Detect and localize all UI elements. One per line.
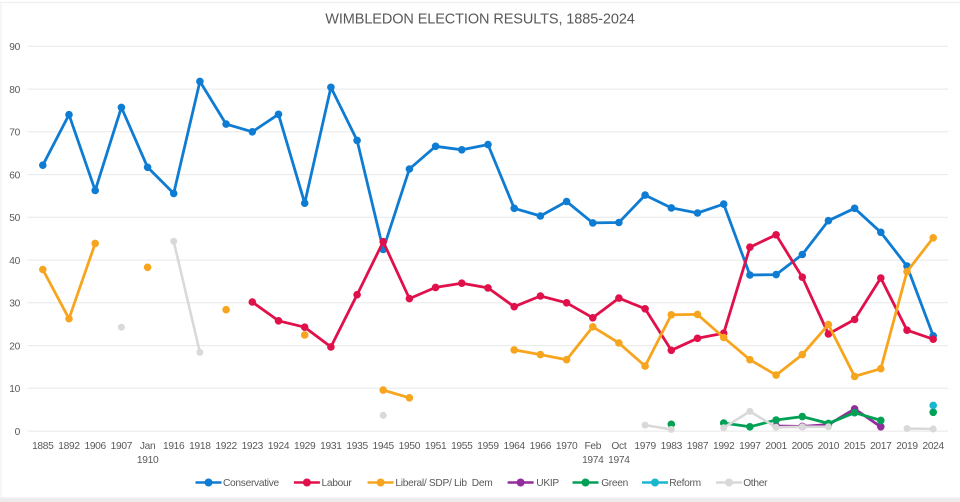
- svg-text:1910: 1910: [137, 455, 159, 466]
- svg-text:20: 20: [9, 341, 20, 352]
- svg-text:Feb: Feb: [584, 441, 601, 452]
- svg-text:Oct: Oct: [611, 441, 626, 452]
- svg-text:Conservative: Conservative: [223, 478, 279, 489]
- svg-text:2017: 2017: [870, 441, 892, 452]
- svg-text:1983: 1983: [661, 441, 683, 452]
- svg-text:1979: 1979: [634, 441, 656, 452]
- svg-text:1924: 1924: [268, 441, 290, 452]
- svg-text:1906: 1906: [84, 441, 106, 452]
- svg-text:1997: 1997: [739, 441, 761, 452]
- svg-text:0: 0: [15, 427, 21, 438]
- svg-text:1935: 1935: [346, 441, 368, 452]
- svg-text:2015: 2015: [844, 441, 866, 452]
- svg-text:1916: 1916: [163, 441, 185, 452]
- svg-text:1987: 1987: [687, 441, 709, 452]
- svg-text:1922: 1922: [215, 441, 237, 452]
- svg-text:2019: 2019: [896, 441, 918, 452]
- svg-text:1970: 1970: [556, 441, 578, 452]
- svg-text:1929: 1929: [294, 441, 316, 452]
- svg-text:Other: Other: [743, 478, 768, 489]
- svg-text:70: 70: [9, 128, 20, 139]
- svg-text:80: 80: [9, 85, 20, 96]
- svg-text:Reform: Reform: [669, 478, 701, 489]
- svg-text:1892: 1892: [58, 441, 80, 452]
- svg-text:1885: 1885: [32, 441, 54, 452]
- svg-text:1950: 1950: [399, 441, 421, 452]
- svg-text:1951: 1951: [425, 441, 447, 452]
- svg-text:1923: 1923: [242, 441, 264, 452]
- svg-text:WIMBLEDON ELECTION RESULTS, 18: WIMBLEDON ELECTION RESULTS, 1885-2024: [325, 12, 635, 28]
- svg-text:1918: 1918: [189, 441, 211, 452]
- svg-text:Green: Green: [601, 478, 628, 489]
- svg-text:Jan: Jan: [140, 441, 156, 452]
- svg-text:50: 50: [9, 213, 20, 224]
- svg-text:1931: 1931: [320, 441, 342, 452]
- svg-text:90: 90: [9, 42, 20, 53]
- svg-text:1966: 1966: [530, 441, 552, 452]
- svg-text:2001: 2001: [765, 441, 787, 452]
- svg-text:Labour: Labour: [322, 478, 353, 489]
- svg-text:1959: 1959: [477, 441, 499, 452]
- svg-text:2005: 2005: [792, 441, 814, 452]
- svg-text:Liberal/ SDP/ Lib Dem: Liberal/ SDP/ Lib Dem: [395, 478, 492, 489]
- svg-text:2010: 2010: [818, 441, 840, 452]
- svg-text:1955: 1955: [451, 441, 473, 452]
- svg-text:2024: 2024: [922, 441, 944, 452]
- svg-text:1974: 1974: [608, 455, 630, 466]
- svg-text:10: 10: [9, 384, 20, 395]
- svg-text:1907: 1907: [111, 441, 133, 452]
- svg-text:30: 30: [9, 299, 20, 310]
- svg-text:60: 60: [9, 170, 20, 181]
- svg-text:40: 40: [9, 256, 20, 267]
- svg-text:1992: 1992: [713, 441, 735, 452]
- svg-text:1945: 1945: [372, 441, 394, 452]
- svg-text:1964: 1964: [503, 441, 525, 452]
- svg-text:1974: 1974: [582, 455, 604, 466]
- svg-text:UKIP: UKIP: [536, 478, 559, 489]
